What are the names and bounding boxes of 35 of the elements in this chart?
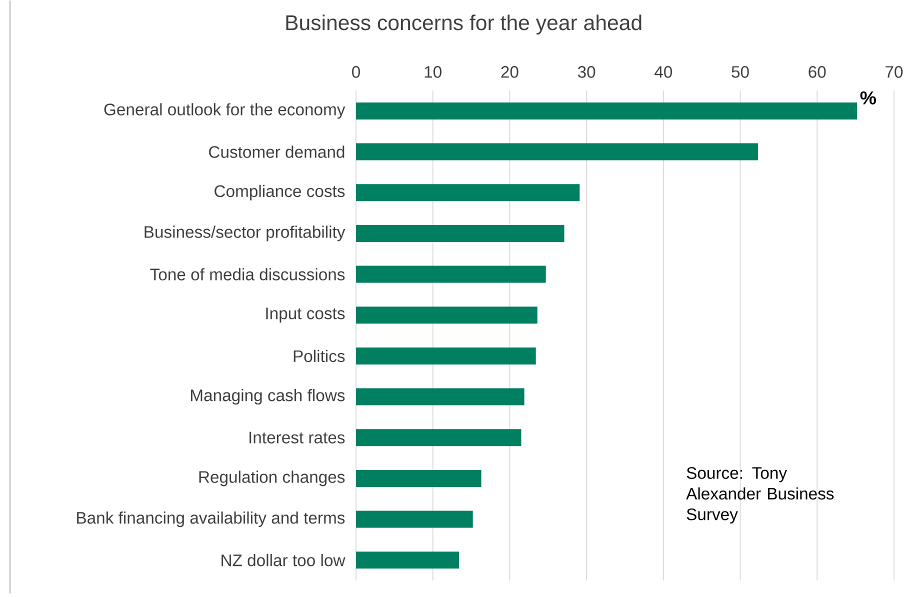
bar <box>356 348 536 365</box>
chart-title: Business concerns for the year ahead <box>286 14 642 35</box>
y-tick-label: Bank financing availability and terms <box>77 512 345 528</box>
y-tick-label: Regulation changes <box>199 470 345 486</box>
annotation: Source: Tony Alexander Business Survey <box>686 467 834 524</box>
x-tick-label: 70 <box>886 66 903 78</box>
y-tick-label: Input costs <box>266 308 345 323</box>
y-tick-label: General outlook for the economy <box>104 103 346 119</box>
bar <box>356 184 580 202</box>
bar <box>356 388 524 406</box>
y-tick-label: NZ dollar too low <box>222 554 346 566</box>
bar <box>356 552 459 569</box>
y-tick-label: Tone of media discussions <box>150 268 345 281</box>
bar <box>356 102 858 120</box>
x-tick-label: 30 <box>578 66 596 78</box>
x-tick-label: 60 <box>808 66 826 78</box>
x-tick-label: 10 <box>424 66 442 78</box>
bar <box>356 306 538 324</box>
y-tick-label: Business/sector profitability <box>144 226 346 242</box>
bar <box>356 470 482 488</box>
y-tick-label: Managing cash flows <box>191 389 345 405</box>
x-tick-label: 50 <box>732 66 749 78</box>
x-tick-label: 0 <box>352 66 360 78</box>
x-tick-label: 40 <box>654 66 672 78</box>
y-tick-label: Politics <box>294 350 345 362</box>
bar <box>356 144 758 161</box>
bar <box>356 511 473 528</box>
bar <box>356 429 522 446</box>
x-tick-label: 20 <box>501 66 518 78</box>
y-tick-label: Interest rates <box>250 432 345 444</box>
bar <box>356 266 546 284</box>
y-tick-label: Customer demand <box>209 146 344 158</box>
bar <box>356 225 564 242</box>
y-tick-label: Compliance costs <box>214 185 345 201</box>
x-axis-title: % <box>860 92 876 105</box>
